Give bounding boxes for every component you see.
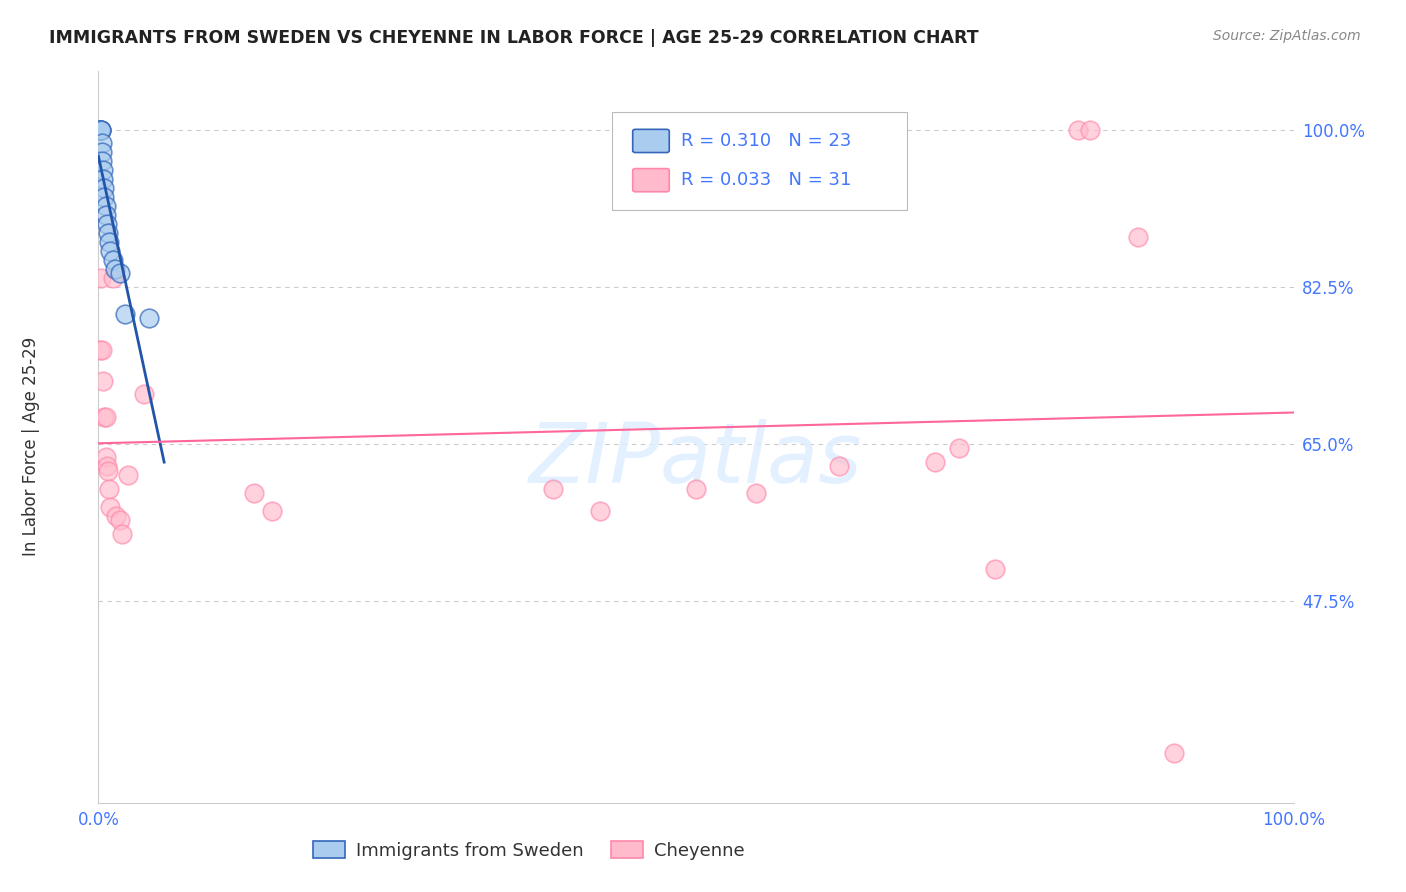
Point [1128,230,1150,244]
Point [108,513,131,527]
Point [105,508,128,523]
Point [97,464,120,478]
Point [89,122,111,136]
Point [111,526,134,541]
Point [132,387,155,401]
Point [260,504,283,518]
Point [94,450,117,465]
Point [94,409,117,424]
Text: ZIPatlas: ZIPatlas [529,418,863,500]
Point [138,311,160,326]
Point [828,459,851,474]
Point [1080,122,1102,136]
Point [924,455,946,469]
Text: R = 0.310   N = 23: R = 0.310 N = 23 [681,132,851,150]
Point [97,226,120,240]
Point [589,504,612,518]
Point [98,235,121,249]
Point [243,486,266,500]
Point [90,122,112,136]
Point [94,199,117,213]
Point [117,468,139,483]
Point [108,266,131,280]
Point [93,181,115,195]
Point [948,442,970,456]
Point [541,482,564,496]
Point [98,500,122,514]
Point [98,482,121,496]
Point [91,154,114,169]
Point [91,145,114,160]
Point [114,307,136,321]
Point [1163,747,1185,761]
Point [101,252,124,267]
Point [91,343,114,357]
Point [89,343,111,357]
Point [90,122,112,136]
Point [90,270,112,285]
Legend: Immigrants from Sweden, Cheyenne: Immigrants from Sweden, Cheyenne [305,834,752,867]
Point [94,208,117,222]
Point [685,482,707,496]
Point [89,122,111,136]
Text: IMMIGRANTS FROM SWEDEN VS CHEYENNE IN LABOR FORCE | AGE 25-29 CORRELATION CHART: IMMIGRANTS FROM SWEDEN VS CHEYENNE IN LA… [49,29,979,46]
Point [96,217,118,231]
Point [91,172,114,186]
Point [745,486,768,500]
Point [91,163,114,178]
Point [104,261,127,276]
Point [91,374,114,388]
Text: R = 0.033   N = 31: R = 0.033 N = 31 [681,171,851,189]
Point [93,190,115,204]
Point [984,562,1007,576]
Point [101,270,124,285]
Point [90,122,112,136]
Point [1067,122,1090,136]
Point [98,244,122,258]
Point [93,409,115,424]
Point [91,136,114,150]
Point [96,459,118,474]
Text: In Labor Force | Age 25-29: In Labor Force | Age 25-29 [22,336,39,556]
Text: Source: ZipAtlas.com: Source: ZipAtlas.com [1213,29,1361,43]
